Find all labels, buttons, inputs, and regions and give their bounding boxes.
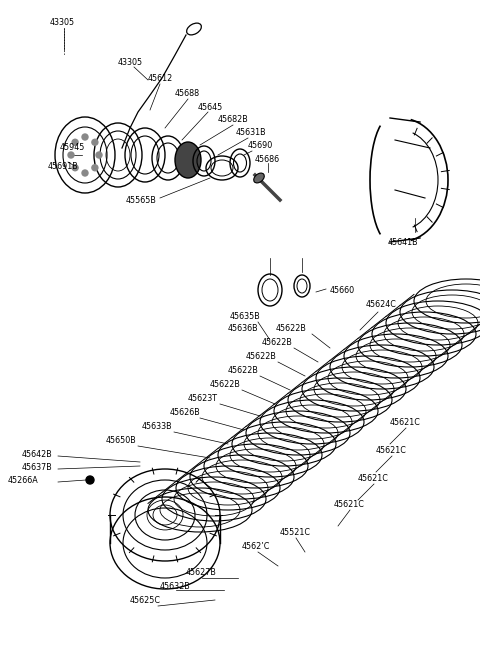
Text: 45631B: 45631B [236,128,266,137]
Circle shape [68,152,74,158]
Circle shape [72,165,78,171]
Text: 45565B: 45565B [126,196,157,205]
Text: 45650B: 45650B [106,436,137,445]
Ellipse shape [254,173,264,183]
Text: 45622B: 45622B [228,366,259,375]
Ellipse shape [175,142,201,178]
Circle shape [96,152,102,158]
Text: 45637B: 45637B [22,463,53,472]
Text: 45622B: 45622B [276,324,307,333]
Text: 45624C: 45624C [366,300,397,309]
Text: 45621C: 45621C [334,500,365,509]
Text: 45682B: 45682B [218,115,249,124]
Circle shape [92,165,98,171]
Text: 45686: 45686 [255,155,280,164]
Text: 45636B: 45636B [228,324,259,333]
Circle shape [82,170,88,176]
Text: 45627B: 45627B [186,568,217,577]
Text: 45632B: 45632B [160,582,191,591]
Text: 45642B: 45642B [22,450,53,459]
Text: 45691B: 45691B [48,162,79,171]
Text: 45521C: 45521C [280,528,311,537]
Text: 45621C: 45621C [376,446,407,455]
Text: 45633B: 45633B [142,422,173,431]
Text: 45688: 45688 [175,89,200,98]
Text: 45266A: 45266A [8,476,39,485]
Text: 45626B: 45626B [170,408,201,417]
Text: 45945: 45945 [60,143,85,152]
Text: 4562’C: 4562’C [242,542,270,551]
Text: 45622B: 45622B [246,352,277,361]
Text: 45645: 45645 [198,103,223,112]
Text: 45621C: 45621C [390,418,421,427]
Text: 45622B: 45622B [262,338,293,347]
Circle shape [92,139,98,145]
Text: 45622B: 45622B [210,380,241,389]
Circle shape [86,476,94,484]
Text: 45660: 45660 [330,286,355,295]
Text: 45635B: 45635B [230,312,261,321]
Text: 45623T: 45623T [188,394,218,403]
Text: 45690: 45690 [248,141,273,150]
Text: 45612: 45612 [148,74,173,83]
Text: 43305: 43305 [50,18,75,27]
Circle shape [82,134,88,140]
Circle shape [72,139,78,145]
Text: 45641B: 45641B [388,238,419,247]
Text: 45621C: 45621C [358,474,389,483]
Text: 45625C: 45625C [130,596,161,605]
Text: 43305: 43305 [118,58,143,67]
